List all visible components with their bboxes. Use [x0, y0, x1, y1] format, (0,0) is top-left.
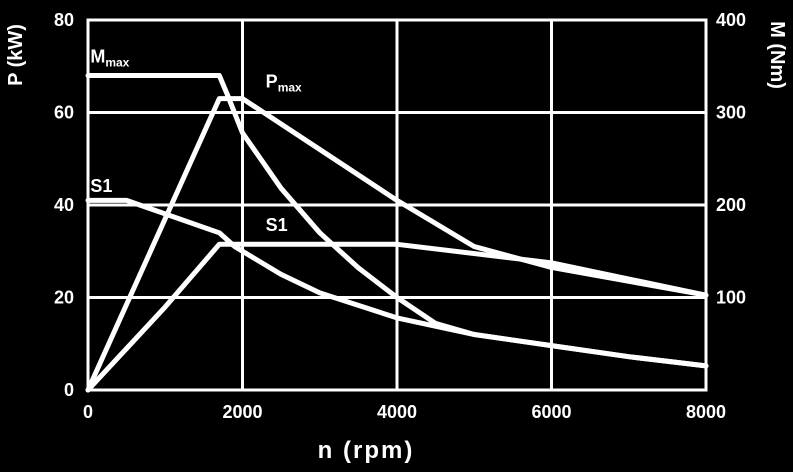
series-line-s1-torque [85, 197, 709, 369]
y-right-tick-label: 200 [716, 195, 746, 215]
y-right-axis-title: M (Nm) [766, 21, 788, 89]
y-left-tick-labels: 0 20 40 60 80 [54, 10, 74, 400]
x-tick-label: 6000 [531, 402, 571, 422]
curve-label: Mmax [90, 46, 129, 69]
y-left-axis-title: P (kW) [5, 24, 27, 86]
y-left-tick-label: 60 [54, 103, 74, 123]
x-tick-label: 4000 [377, 402, 417, 422]
curve-labels: Mmax Pmax S1 S1 [90, 46, 302, 235]
y-right-tick-label: 100 [716, 288, 746, 308]
x-tick-label: 8000 [686, 402, 726, 422]
grid [86, 18, 708, 392]
y-left-tick-label: 0 [64, 380, 74, 400]
x-axis-title: n (rpm) [318, 437, 415, 464]
y-left-tick-label: 80 [54, 10, 74, 30]
x-tick-label: 2000 [222, 402, 262, 422]
y-right-tick-label: 300 [716, 103, 746, 123]
y-right-tick-labels: 100 200 300 400 [716, 10, 746, 308]
curves [85, 73, 709, 393]
y-left-tick-label: 20 [54, 288, 74, 308]
curve-label: Pmax [266, 72, 302, 95]
plot-frame [86, 18, 708, 392]
curve-label: S1 [90, 176, 112, 196]
curve-label: S1 [266, 215, 288, 235]
y-right-tick-label: 400 [716, 10, 746, 30]
series-line-pmax-power [85, 96, 709, 393]
series-line-s1-power [85, 241, 709, 393]
y-left-tick-label: 40 [54, 195, 74, 215]
x-tick-labels: 0 2000 4000 6000 8000 [83, 402, 726, 422]
x-tick-label: 0 [83, 402, 93, 422]
